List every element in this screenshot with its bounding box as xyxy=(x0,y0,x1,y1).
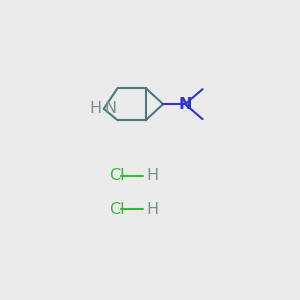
Text: H: H xyxy=(89,101,101,116)
Text: N: N xyxy=(104,101,116,116)
Text: Cl: Cl xyxy=(110,202,125,217)
Text: H: H xyxy=(147,202,159,217)
Text: Cl: Cl xyxy=(110,168,125,183)
Text: N: N xyxy=(178,97,192,112)
Text: H: H xyxy=(147,168,159,183)
